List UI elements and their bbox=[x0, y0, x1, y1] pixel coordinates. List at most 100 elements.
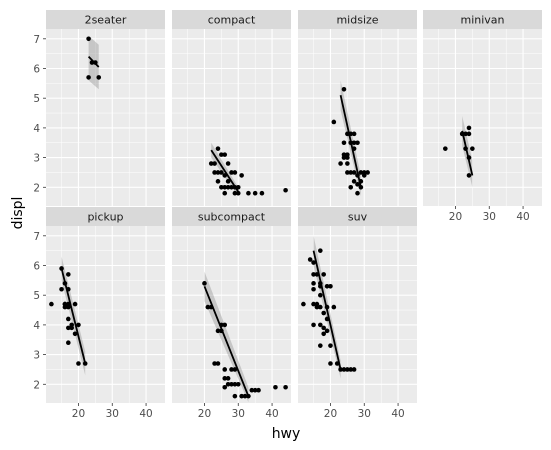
facet-suv: suv 20 30 40 bbox=[298, 207, 417, 420]
facet-strip-label: midsize bbox=[336, 14, 378, 27]
data-point bbox=[202, 281, 207, 286]
data-point bbox=[232, 170, 238, 175]
data-point bbox=[222, 376, 228, 381]
data-point bbox=[225, 381, 231, 387]
data-point bbox=[463, 131, 468, 137]
data-point bbox=[341, 367, 347, 372]
panel-background bbox=[46, 29, 165, 206]
data-point bbox=[252, 190, 258, 196]
data-point bbox=[256, 387, 261, 393]
data-point bbox=[348, 184, 354, 190]
facet-strip bbox=[298, 10, 417, 29]
data-point bbox=[225, 179, 231, 184]
x-tick-label: 40 bbox=[265, 408, 278, 420]
panel-background bbox=[298, 226, 417, 403]
y-tick-label: 2 bbox=[33, 182, 40, 194]
data-point bbox=[76, 361, 81, 366]
data-point bbox=[338, 161, 343, 166]
data-point bbox=[229, 184, 234, 190]
data-point bbox=[86, 36, 91, 42]
data-point bbox=[331, 304, 337, 310]
data-point bbox=[232, 381, 238, 387]
data-point bbox=[328, 361, 333, 366]
y-tick-label: 5 bbox=[33, 93, 40, 105]
data-point bbox=[466, 131, 472, 137]
data-point bbox=[86, 75, 91, 80]
data-point bbox=[466, 173, 472, 178]
data-point bbox=[351, 179, 357, 184]
data-point bbox=[222, 152, 228, 157]
facet-compact: compact bbox=[172, 10, 291, 206]
trend-line bbox=[60, 268, 87, 364]
facet-strip bbox=[46, 10, 165, 29]
data-point bbox=[232, 190, 238, 196]
data-point bbox=[222, 384, 228, 390]
data-point bbox=[219, 184, 224, 190]
data-point bbox=[470, 146, 475, 151]
y-tick-label: 2 bbox=[33, 379, 40, 391]
data-point bbox=[66, 316, 71, 322]
data-point bbox=[69, 325, 74, 331]
data-point bbox=[311, 260, 316, 265]
x-tick-label: 20 bbox=[72, 408, 85, 420]
data-point bbox=[215, 170, 221, 175]
data-point bbox=[341, 86, 347, 92]
data-point bbox=[96, 75, 102, 80]
x-tick-label: 20 bbox=[449, 211, 462, 223]
panel-background bbox=[423, 29, 542, 206]
trend-line bbox=[87, 55, 100, 68]
data-point bbox=[252, 387, 258, 393]
facet-strip bbox=[172, 10, 291, 29]
data-point bbox=[215, 328, 221, 334]
facet-strip-label: compact bbox=[208, 14, 256, 27]
data-point bbox=[351, 140, 357, 146]
facet-strip-label: pickup bbox=[87, 211, 123, 224]
x-tick-label: 30 bbox=[106, 408, 119, 420]
facet-panels: 2seater 2 3 4 5 6 7 compact midsize minivan 20 30 40… bbox=[33, 10, 542, 420]
data-point bbox=[222, 184, 228, 190]
y-tick-label: 4 bbox=[33, 123, 40, 135]
panel-background bbox=[172, 226, 291, 403]
facet-2seater: 2seater 2 3 4 5 6 7 bbox=[33, 10, 165, 206]
data-point bbox=[222, 322, 228, 328]
panel-background bbox=[46, 226, 165, 403]
data-point bbox=[225, 161, 231, 166]
data-point bbox=[355, 182, 360, 187]
data-point bbox=[66, 304, 71, 310]
data-point bbox=[355, 190, 360, 196]
data-point bbox=[341, 155, 347, 160]
data-point bbox=[239, 173, 244, 178]
facet-subcompact: subcompact 20 30 40 bbox=[172, 207, 291, 420]
data-point bbox=[76, 322, 81, 328]
facet-strip-label: minivan bbox=[460, 14, 504, 27]
facet-strip bbox=[46, 207, 165, 226]
data-point bbox=[355, 140, 360, 146]
data-point bbox=[72, 331, 78, 337]
data-point bbox=[66, 272, 71, 277]
trend-line bbox=[312, 250, 342, 370]
panel-background bbox=[172, 29, 291, 206]
data-point bbox=[229, 367, 234, 372]
data-point bbox=[235, 381, 241, 387]
data-point bbox=[311, 322, 316, 328]
x-tick-label: 30 bbox=[232, 408, 245, 420]
x-tick-label: 20 bbox=[198, 408, 211, 420]
data-point bbox=[215, 146, 221, 151]
data-point bbox=[283, 384, 288, 390]
y-tick-label: 5 bbox=[33, 290, 40, 302]
data-point bbox=[72, 301, 78, 307]
data-point bbox=[318, 248, 323, 253]
data-point bbox=[66, 325, 71, 331]
data-point bbox=[331, 119, 337, 125]
y-tick-label: 3 bbox=[33, 153, 40, 165]
y-tick-label: 3 bbox=[33, 350, 40, 362]
data-point bbox=[212, 170, 217, 175]
x-tick-label: 30 bbox=[483, 211, 496, 223]
data-point bbox=[466, 125, 472, 131]
data-point bbox=[348, 170, 354, 175]
x-tick-label: 30 bbox=[358, 408, 371, 420]
data-point bbox=[318, 322, 323, 328]
data-point bbox=[239, 393, 244, 399]
data-point bbox=[311, 301, 316, 307]
